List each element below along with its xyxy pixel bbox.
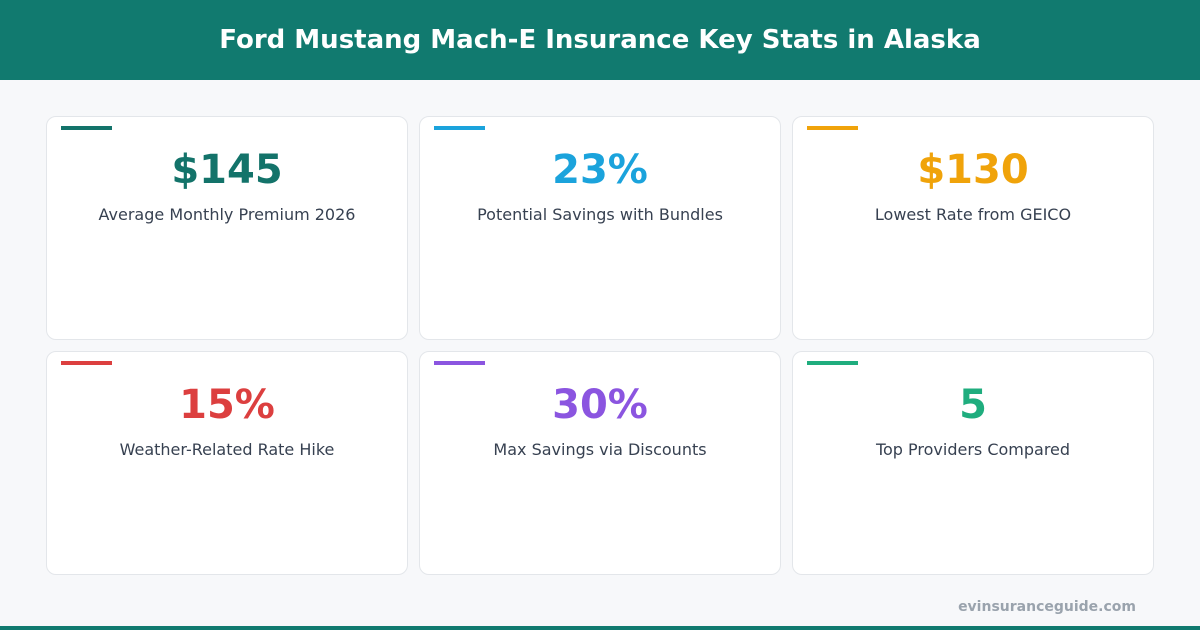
accent-bar: [61, 126, 112, 130]
stat-label: Top Providers Compared: [875, 440, 1071, 459]
title: Ford Mustang Mach-E Insurance Key Stats …: [219, 25, 981, 55]
accent-bar: [434, 126, 485, 130]
stat-label: Average Monthly Premium 2026: [98, 205, 356, 224]
footer-site: evinsuranceguide.com: [958, 599, 1136, 615]
stat-value: 15%: [179, 382, 275, 428]
stat-label: Potential Savings with Bundles: [477, 205, 723, 224]
header: Ford Mustang Mach-E Insurance Key Stats …: [0, 0, 1200, 80]
stat-card: 23% Potential Savings with Bundles: [419, 116, 781, 340]
stat-value: $130: [917, 147, 1029, 193]
stat-label: Max Savings via Discounts: [493, 440, 707, 459]
bottom-bar: [0, 626, 1200, 630]
stat-card: $130 Lowest Rate from GEICO: [792, 116, 1154, 340]
accent-bar: [61, 361, 112, 365]
stat-label: Weather-Related Rate Hike: [119, 440, 335, 459]
stat-label: Lowest Rate from GEICO: [874, 205, 1072, 224]
stat-card: 30% Max Savings via Discounts: [419, 351, 781, 575]
accent-bar: [434, 361, 485, 365]
stat-value: $145: [171, 147, 283, 193]
stat-value: 5: [959, 382, 987, 428]
accent-bar: [807, 126, 858, 130]
stat-card: $145 Average Monthly Premium 2026: [46, 116, 408, 340]
stat-value: 30%: [552, 382, 648, 428]
stat-card: 5 Top Providers Compared: [792, 351, 1154, 575]
stat-value: 23%: [552, 147, 648, 193]
accent-bar: [807, 361, 858, 365]
stat-card: 15% Weather-Related Rate Hike: [46, 351, 408, 575]
